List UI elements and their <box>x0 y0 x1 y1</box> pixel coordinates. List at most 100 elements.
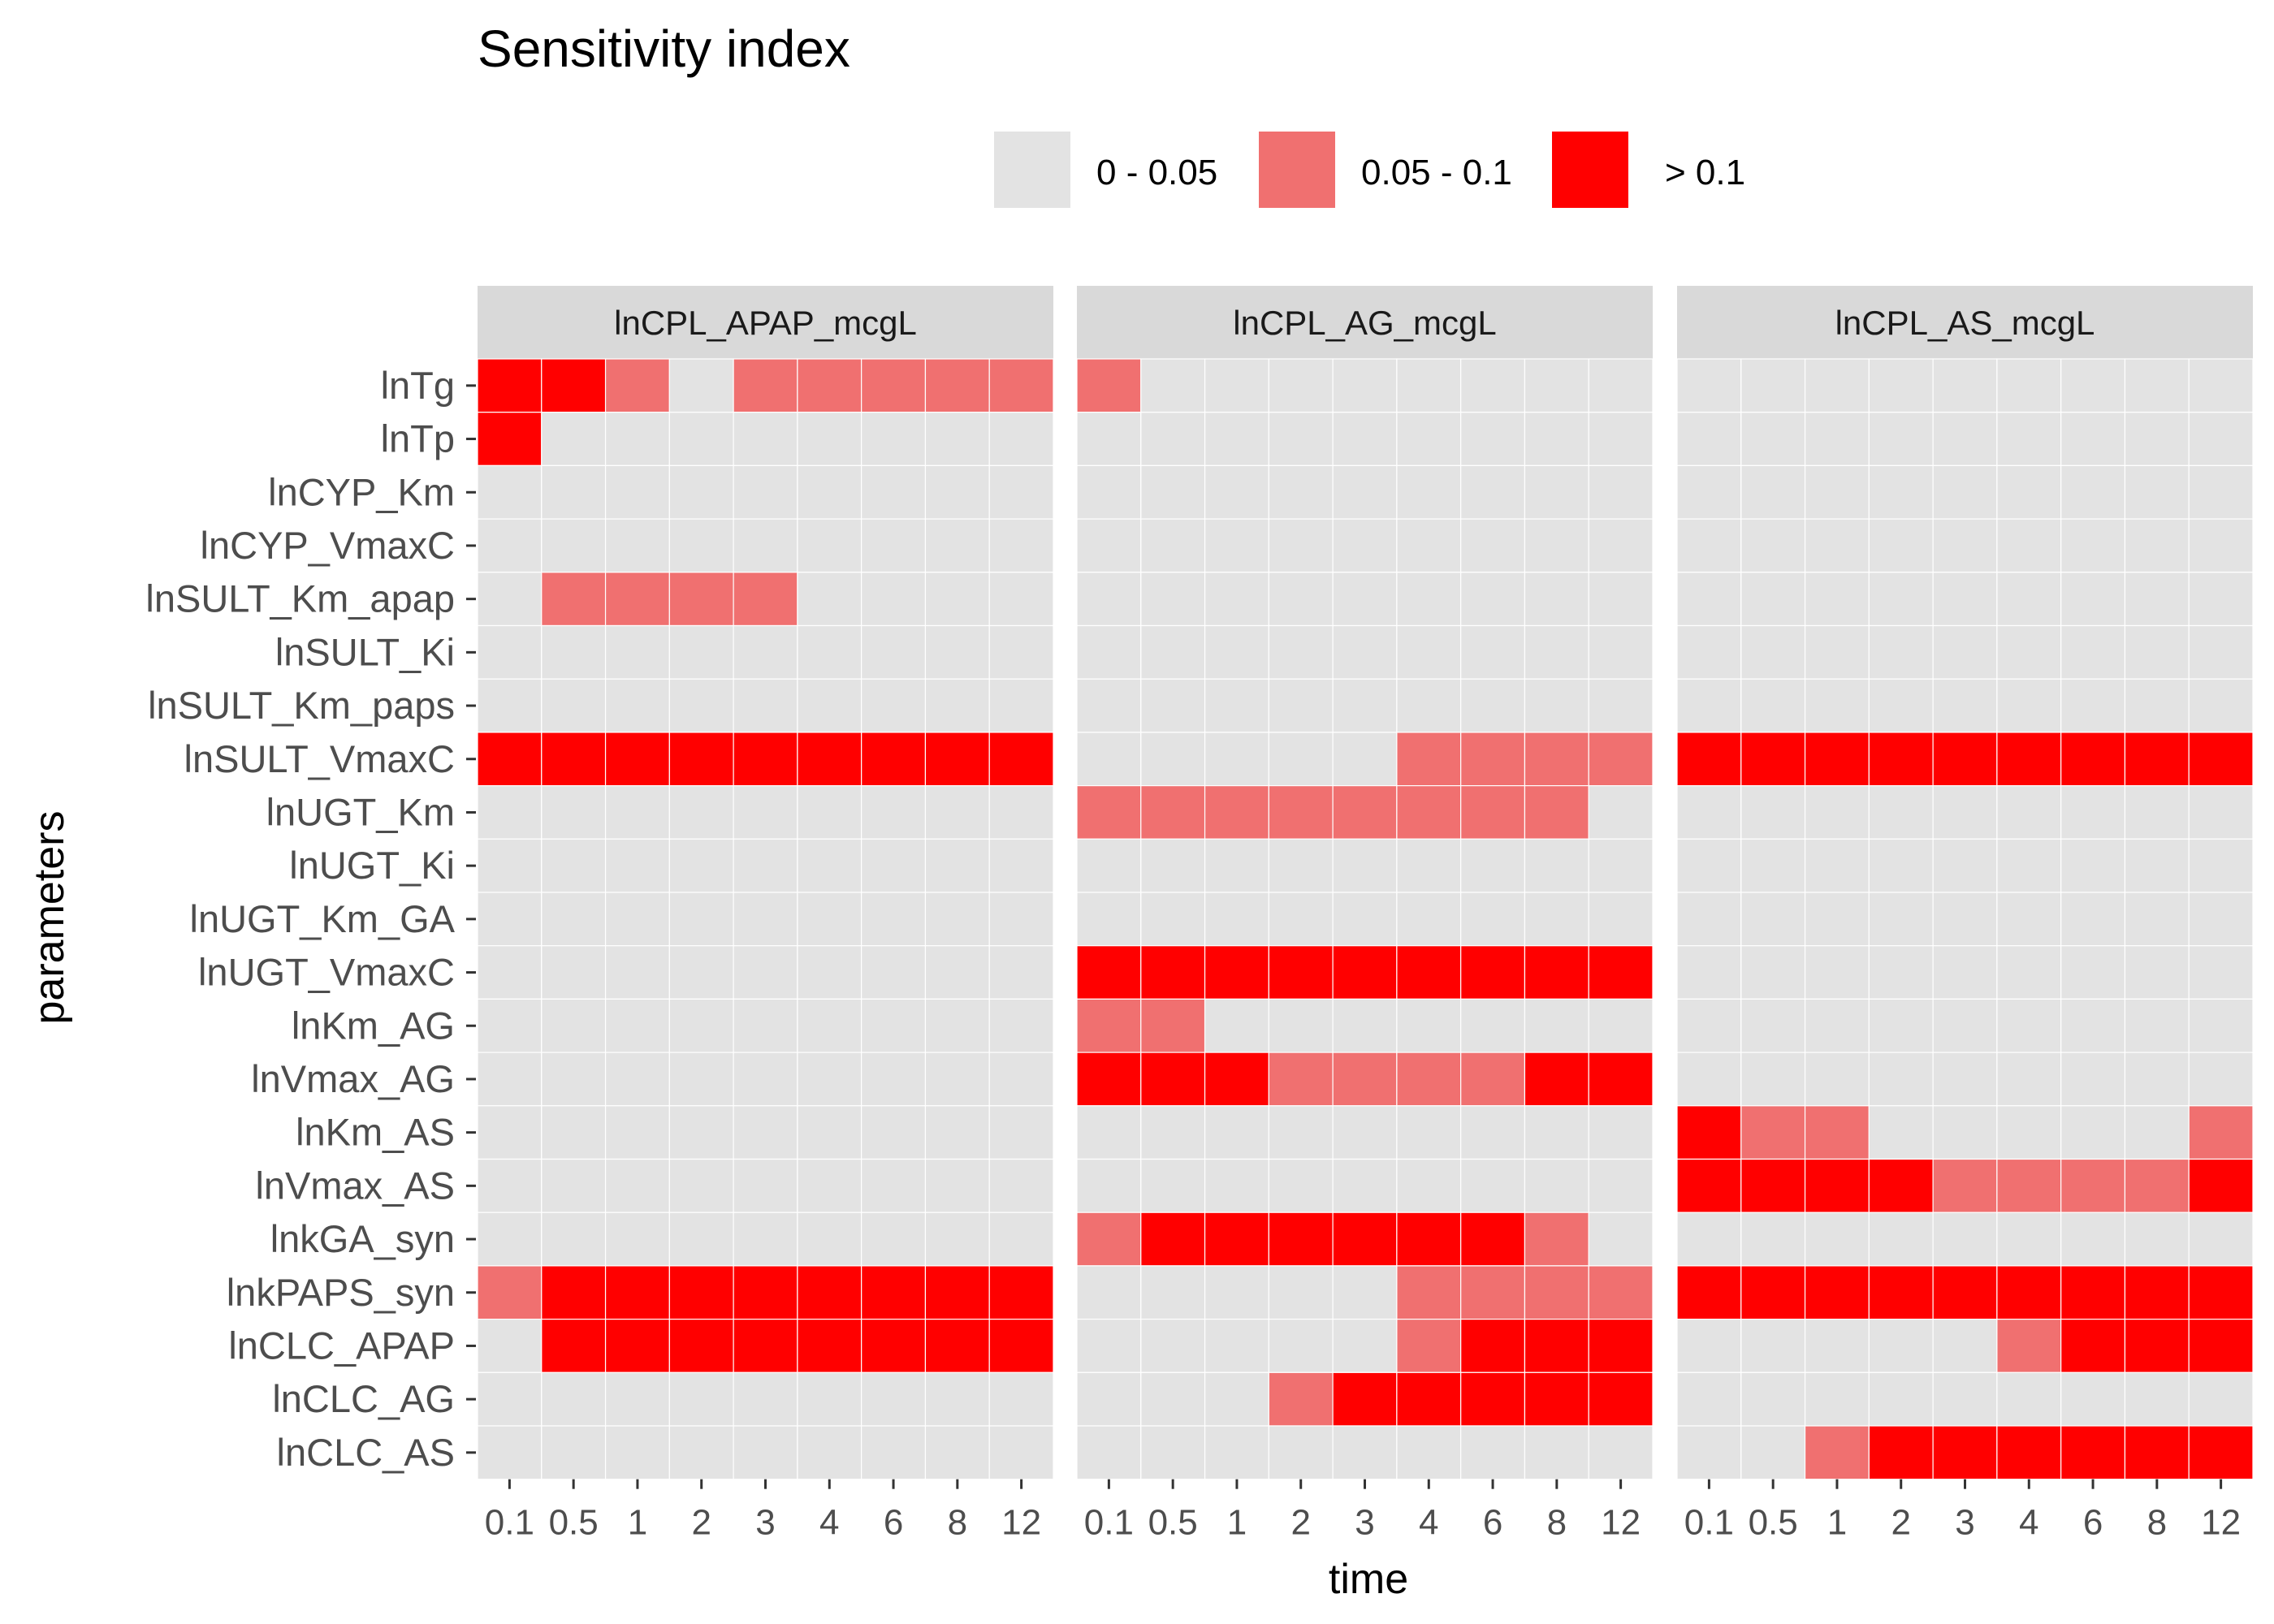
cell-lncpl-ag-mcgl-lnclc-as-t6 <box>1460 1425 1526 1480</box>
x-tick-label-4: 4 <box>1419 1503 1438 1543</box>
cell-lncpl-ag-mcgl-lnvmax-as-t0-5 <box>1140 1158 1206 1213</box>
cell-lncpl-as-mcgl-lnclc-as-t3 <box>1932 1425 1998 1480</box>
cell-lncpl-ag-mcgl-lnugt-km-t8 <box>1524 784 1589 840</box>
cell-lncpl-as-mcgl-lntg-t1 <box>1804 358 1870 413</box>
cell-lncpl-as-mcgl-lnvmax-ag-t1 <box>1804 1052 1870 1107</box>
cell-lncpl-ag-mcgl-lnugt-km-ga-t0-5 <box>1140 892 1206 947</box>
cell-lncpl-as-mcgl-lnkm-ag-t1 <box>1804 998 1870 1053</box>
cell-lncpl-apap-mcgl-lntg-t1 <box>604 358 670 413</box>
cell-lncpl-as-mcgl-lnsult-km-paps-t4 <box>1996 678 2062 733</box>
cell-lncpl-apap-mcgl-lnclc-as-t3 <box>733 1425 798 1480</box>
x-tick-label-3: 3 <box>1355 1503 1374 1543</box>
cell-lncpl-as-mcgl-lnvmax-as-t6 <box>2060 1158 2126 1213</box>
cell-lncpl-ag-mcgl-lnclc-apap-t0-5 <box>1140 1318 1206 1373</box>
cell-lncpl-as-mcgl-lnsult-vmaxc-t4 <box>1996 732 2062 787</box>
facet-label-lncpl-ag-mcgl: lnCPL_AG_mcgL <box>1233 304 1497 342</box>
cell-lncpl-apap-mcgl-lnsult-km-apap-t3 <box>733 572 798 627</box>
cell-lncpl-as-mcgl-lnclc-apap-t4 <box>1996 1318 2062 1373</box>
y-tick-label-lnkm-ag: lnKm_AG <box>292 1004 455 1047</box>
cell-lncpl-apap-mcgl-lnclc-apap-t12 <box>988 1318 1054 1373</box>
cell-lncpl-ag-mcgl-lnclc-apap-t12 <box>1588 1318 1654 1373</box>
cell-lncpl-apap-mcgl-lnvmax-as-t8 <box>924 1158 990 1213</box>
cell-lncpl-as-mcgl-lnugt-km-t3 <box>1932 784 1998 840</box>
cell-lncpl-as-mcgl-lnkm-as-t8 <box>2124 1105 2190 1160</box>
cell-lncpl-as-mcgl-lntp-t2 <box>1868 412 1934 467</box>
cell-lncpl-ag-mcgl-lnkpaps-syn-t8 <box>1524 1265 1589 1320</box>
cell-lncpl-as-mcgl-lnugt-ki-t12 <box>2188 838 2254 893</box>
cell-lncpl-ag-mcgl-lnvmax-ag-t6 <box>1460 1052 1526 1107</box>
cell-lncpl-apap-mcgl-lnkm-ag-t2 <box>668 998 734 1053</box>
cell-lncpl-ag-mcgl-lnsult-vmaxc-t8 <box>1524 732 1589 787</box>
cell-lncpl-as-mcgl-lnkm-ag-t8 <box>2124 998 2190 1053</box>
cell-lncpl-as-mcgl-lnclc-ag-t4 <box>1996 1371 2062 1427</box>
cell-lncpl-apap-mcgl-lnclc-ag-t6 <box>861 1371 927 1427</box>
cell-lncpl-ag-mcgl-lncyp-vmaxc-t2 <box>1268 518 1334 573</box>
cell-lncpl-ag-mcgl-lnclc-ag-t6 <box>1460 1371 1526 1427</box>
cell-lncpl-apap-mcgl-lntp-t0-5 <box>541 412 607 467</box>
cell-lncpl-as-mcgl-lnsult-km-paps-t0-1 <box>1676 678 1742 733</box>
x-tick-label-12: 12 <box>1601 1503 1641 1543</box>
cell-lncpl-apap-mcgl-lnkga-syn-t6 <box>861 1212 927 1267</box>
cell-lncpl-as-mcgl-lnsult-vmaxc-t2 <box>1868 732 1934 787</box>
cell-lncpl-ag-mcgl-lntg-t2 <box>1268 358 1334 413</box>
cell-lncpl-apap-mcgl-lnclc-apap-t0-5 <box>541 1318 607 1373</box>
y-tick-label-lncyp-vmaxc: lnCYP_VmaxC <box>201 524 455 567</box>
cell-lncpl-as-mcgl-lnsult-vmaxc-t6 <box>2060 732 2126 787</box>
cell-lncpl-apap-mcgl-lnclc-ag-t4 <box>797 1371 862 1427</box>
cell-lncpl-ag-mcgl-lncyp-vmaxc-t1 <box>1204 518 1269 573</box>
cell-lncpl-ag-mcgl-lncyp-vmaxc-t4 <box>1396 518 1462 573</box>
cell-lncpl-as-mcgl-lnugt-km-t2 <box>1868 784 1934 840</box>
cell-lncpl-as-mcgl-lnsult-ki-t6 <box>2060 624 2126 680</box>
cell-lncpl-ag-mcgl-lnugt-vmaxc-t8 <box>1524 945 1589 1000</box>
cell-lncpl-as-mcgl-lnkga-syn-t1 <box>1804 1212 1870 1267</box>
cell-lncpl-apap-mcgl-lntp-t8 <box>924 412 990 467</box>
cell-lncpl-ag-mcgl-lnclc-apap-t1 <box>1204 1318 1269 1373</box>
cell-lncpl-ag-mcgl-lnclc-apap-t0-1 <box>1076 1318 1142 1373</box>
cell-lncpl-apap-mcgl-lnsult-vmaxc-t2 <box>668 732 734 787</box>
cell-lncpl-ag-mcgl-lnclc-ag-t3 <box>1332 1371 1398 1427</box>
cell-lncpl-ag-mcgl-lnsult-vmaxc-t12 <box>1588 732 1654 787</box>
cell-lncpl-as-mcgl-lnkm-ag-t4 <box>1996 998 2062 1053</box>
cell-lncpl-as-mcgl-lnkm-ag-t12 <box>2188 998 2254 1053</box>
cell-lncpl-ag-mcgl-lnugt-ki-t2 <box>1268 838 1334 893</box>
cell-lncpl-as-mcgl-lnclc-as-t4 <box>1996 1425 2062 1480</box>
cell-lncpl-as-mcgl-lnvmax-as-t3 <box>1932 1158 1998 1213</box>
cell-lncpl-as-mcgl-lnugt-km-ga-t1 <box>1804 892 1870 947</box>
cell-lncpl-apap-mcgl-lnvmax-ag-t2 <box>668 1052 734 1107</box>
x-tick-label-1: 1 <box>628 1503 647 1543</box>
cell-lncpl-as-mcgl-lnkm-ag-t6 <box>2060 998 2126 1053</box>
facet-strip-lncpl-apap-mcgl <box>478 286 1053 359</box>
facet-strip-lncpl-ag-mcgl <box>1077 286 1653 359</box>
cell-lncpl-as-mcgl-lnclc-as-t8 <box>2124 1425 2190 1480</box>
x-tick-label-2: 2 <box>691 1503 711 1543</box>
cell-lncpl-apap-mcgl-lntg-t0-1 <box>477 358 543 413</box>
cell-lncpl-ag-mcgl-lncyp-km-t3 <box>1332 464 1398 520</box>
cell-lncpl-ag-mcgl-lnvmax-as-t1 <box>1204 1158 1269 1213</box>
cell-lncpl-as-mcgl-lnclc-as-t0-1 <box>1676 1425 1742 1480</box>
cell-lncpl-apap-mcgl-lnsult-km-apap-t12 <box>988 572 1054 627</box>
cell-lncpl-as-mcgl-lntp-t12 <box>2188 412 2254 467</box>
cell-lncpl-apap-mcgl-lnkm-ag-t3 <box>733 998 798 1053</box>
cell-lncpl-apap-mcgl-lnsult-km-paps-t4 <box>797 678 862 733</box>
cell-lncpl-as-mcgl-lnsult-km-paps-t2 <box>1868 678 1934 733</box>
cell-lncpl-ag-mcgl-lnclc-ag-t1 <box>1204 1371 1269 1427</box>
legend-label-0-0-05: 0 - 0.05 <box>1096 153 1217 192</box>
cell-lncpl-ag-mcgl-lnkm-ag-t1 <box>1204 998 1269 1053</box>
cell-lncpl-as-mcgl-lncyp-km-t12 <box>2188 464 2254 520</box>
cell-lncpl-as-mcgl-lnsult-ki-t4 <box>1996 624 2062 680</box>
cell-lncpl-as-mcgl-lnsult-vmaxc-t8 <box>2124 732 2190 787</box>
cell-lncpl-as-mcgl-lnsult-vmaxc-t0-1 <box>1676 732 1742 787</box>
cell-lncpl-ag-mcgl-lnvmax-as-t0-1 <box>1076 1158 1142 1213</box>
x-tick-label-0-5: 0.5 <box>549 1503 599 1543</box>
cell-lncpl-as-mcgl-lnvmax-as-t0-1 <box>1676 1158 1742 1213</box>
x-tick-label-0-5: 0.5 <box>1749 1503 1798 1543</box>
cell-lncpl-as-mcgl-lnsult-ki-t0-1 <box>1676 624 1742 680</box>
cell-lncpl-ag-mcgl-lntg-t8 <box>1524 358 1589 413</box>
cell-lncpl-apap-mcgl-lnvmax-ag-t3 <box>733 1052 798 1107</box>
y-tick-label-lnkm-as: lnKm_AS <box>296 1111 455 1154</box>
cell-lncpl-ag-mcgl-lntp-t4 <box>1396 412 1462 467</box>
x-tick-label-6: 6 <box>1483 1503 1502 1543</box>
cell-lncpl-apap-mcgl-lntg-t12 <box>988 358 1054 413</box>
cell-lncpl-as-mcgl-lncyp-vmaxc-t8 <box>2124 518 2190 573</box>
